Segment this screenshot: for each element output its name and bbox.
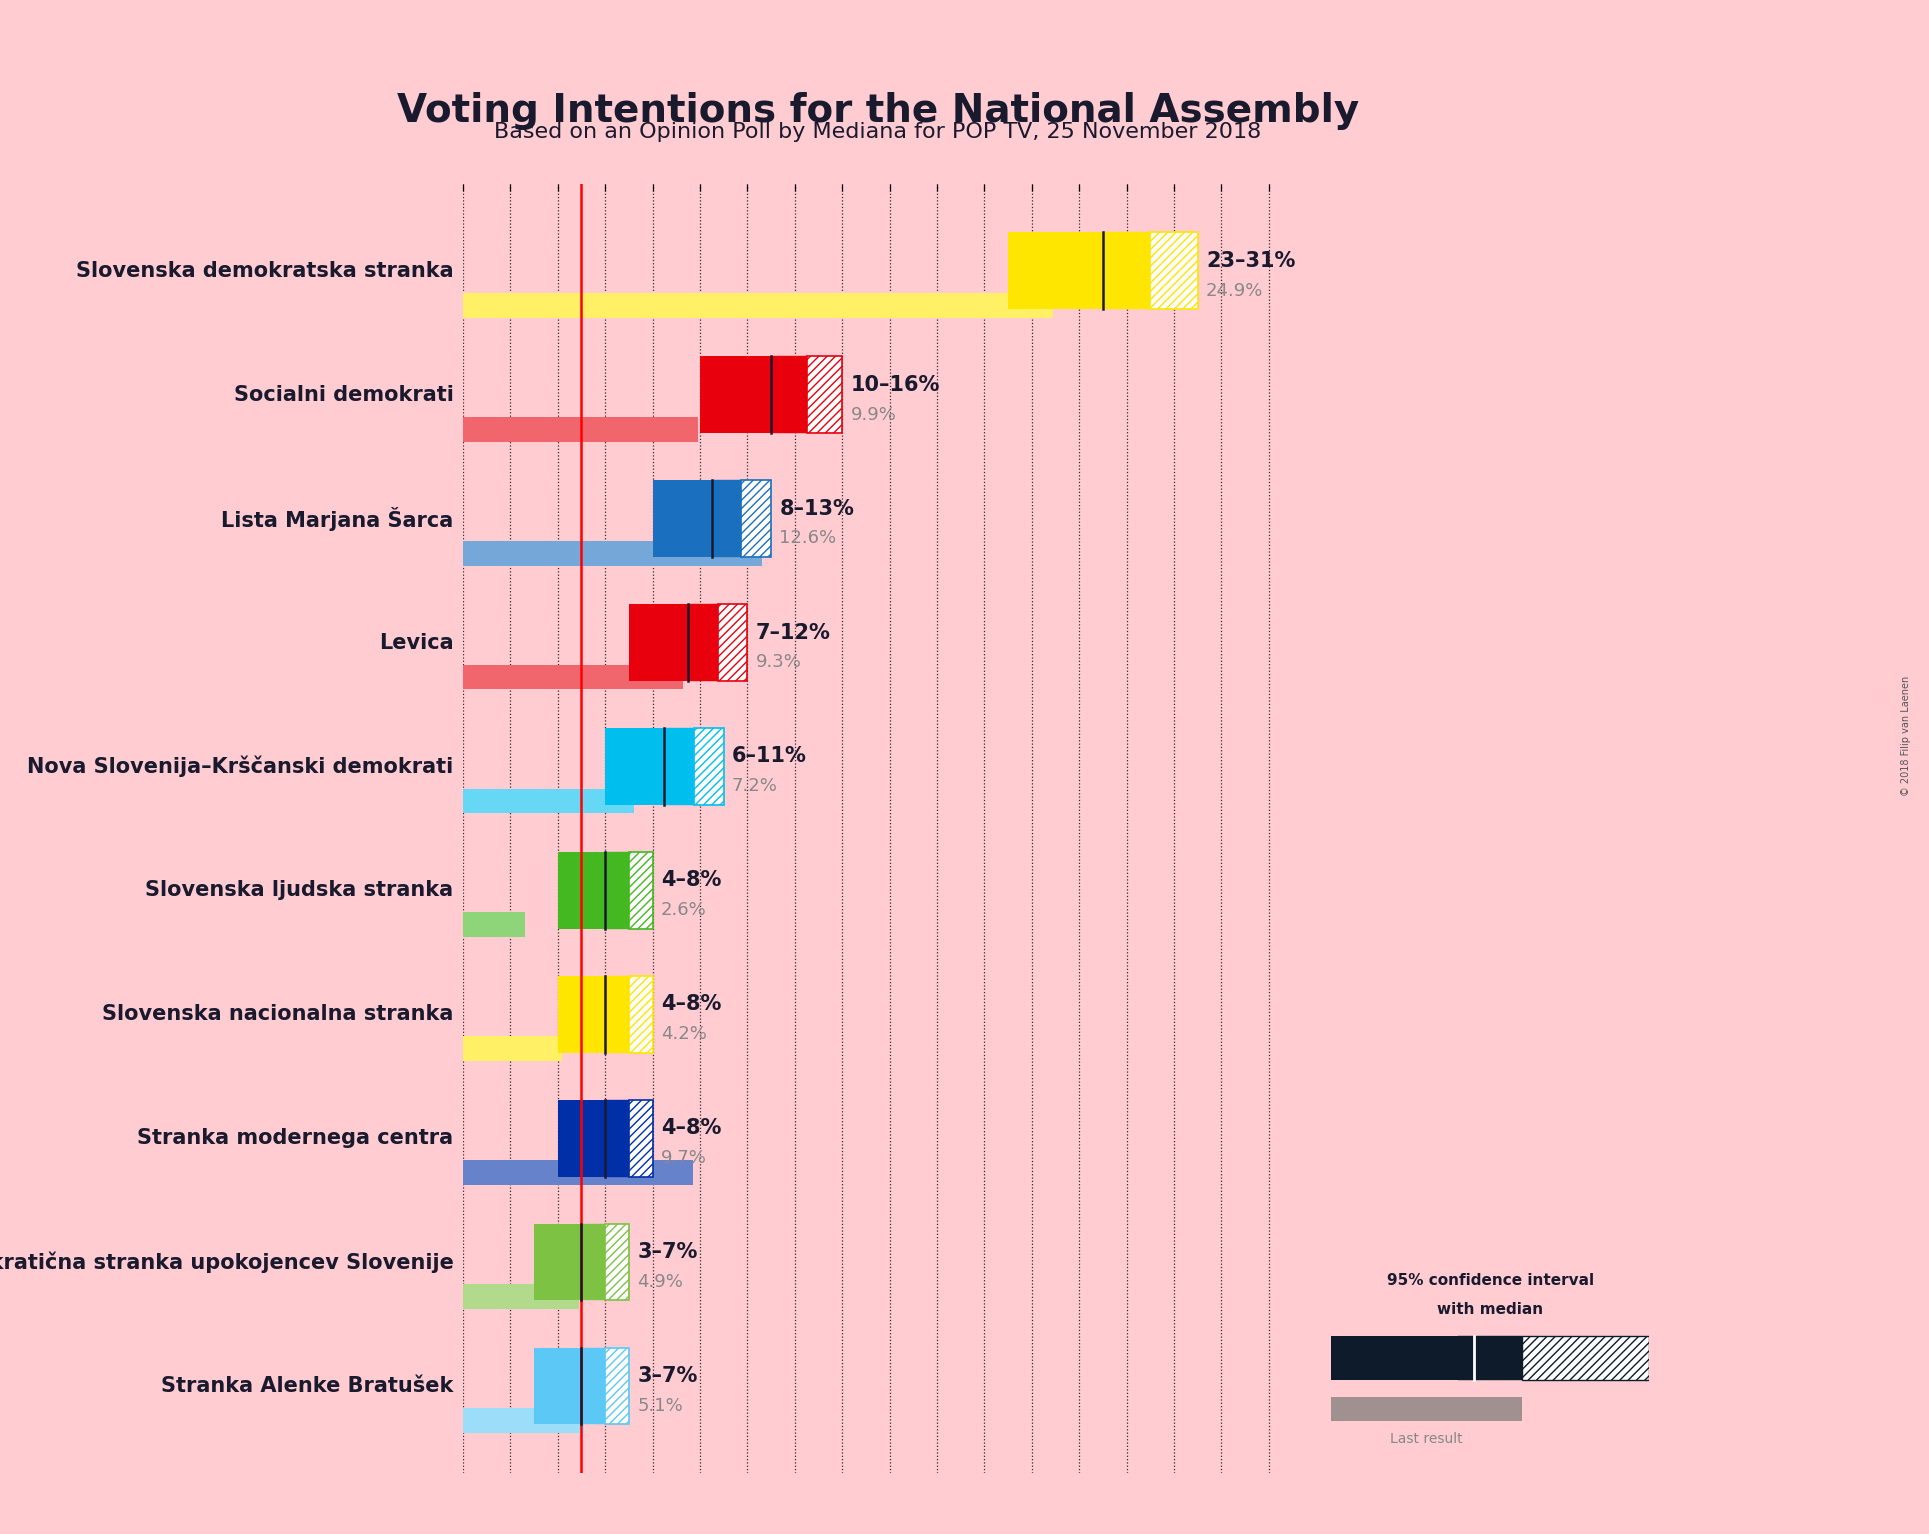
Bar: [463, 417, 698, 442]
Text: 6–11%: 6–11%: [731, 747, 806, 767]
Text: 9.7%: 9.7%: [662, 1149, 706, 1167]
Text: 3–7%: 3–7%: [637, 1243, 698, 1262]
Bar: [606, 1100, 629, 1177]
Bar: [1103, 232, 1150, 310]
Bar: [652, 480, 712, 557]
Text: 3–7%: 3–7%: [637, 1365, 698, 1387]
Bar: [1331, 1336, 1458, 1379]
Title: Voting Intentions for the National Assembly: Voting Intentions for the National Assem…: [397, 92, 1358, 129]
Text: 4–8%: 4–8%: [662, 994, 721, 1014]
Bar: [581, 1347, 606, 1424]
Text: 9.3%: 9.3%: [756, 653, 802, 672]
Bar: [463, 913, 525, 937]
Bar: [463, 664, 683, 689]
Bar: [629, 1100, 652, 1177]
Text: with median: with median: [1437, 1302, 1543, 1318]
Bar: [463, 1284, 579, 1309]
Text: 8–13%: 8–13%: [779, 499, 855, 518]
Bar: [463, 1408, 584, 1433]
Bar: [606, 1347, 629, 1424]
Text: Stranka Alenke Bratušek: Stranka Alenke Bratušek: [162, 1376, 453, 1396]
Bar: [534, 1347, 581, 1424]
Bar: [1009, 232, 1103, 310]
Text: Slovenska demokratska stranka: Slovenska demokratska stranka: [75, 261, 453, 281]
Bar: [1331, 1397, 1522, 1420]
Bar: [463, 1160, 693, 1186]
Bar: [557, 851, 606, 928]
Text: 4–8%: 4–8%: [662, 870, 721, 890]
Bar: [606, 729, 664, 805]
Bar: [606, 851, 629, 928]
Text: © 2018 Filip van Laenen: © 2018 Filip van Laenen: [1900, 676, 1912, 796]
Bar: [806, 356, 843, 433]
Bar: [606, 976, 629, 1052]
Bar: [1150, 232, 1198, 310]
Bar: [718, 604, 747, 681]
Text: Demokratična stranka upokojencev Slovenije: Demokratična stranka upokojencev Sloveni…: [0, 1252, 453, 1273]
Text: 9.9%: 9.9%: [851, 405, 897, 423]
Bar: [1458, 1336, 1522, 1379]
Bar: [606, 1224, 629, 1301]
Text: 7.2%: 7.2%: [731, 778, 777, 795]
Text: Last result: Last result: [1391, 1431, 1462, 1445]
Text: 95% confidence interval: 95% confidence interval: [1387, 1273, 1593, 1287]
Bar: [694, 729, 723, 805]
Text: Levica: Levica: [378, 632, 453, 652]
Text: Lista Marjana Šarca: Lista Marjana Šarca: [222, 506, 453, 531]
Bar: [712, 480, 741, 557]
Bar: [700, 356, 772, 433]
Bar: [664, 729, 694, 805]
Bar: [1522, 1336, 1649, 1379]
Text: 7–12%: 7–12%: [756, 623, 831, 643]
Bar: [463, 1037, 563, 1062]
Bar: [463, 542, 762, 566]
Bar: [463, 293, 1053, 318]
Bar: [557, 976, 606, 1052]
Bar: [629, 851, 652, 928]
Bar: [581, 1224, 606, 1301]
Text: 5.1%: 5.1%: [637, 1397, 683, 1414]
Text: 4.2%: 4.2%: [662, 1025, 706, 1043]
Text: Socialni demokrati: Socialni demokrati: [233, 385, 453, 405]
Text: 4.9%: 4.9%: [637, 1273, 683, 1290]
Bar: [557, 1100, 606, 1177]
Bar: [629, 976, 652, 1052]
Bar: [534, 1224, 581, 1301]
Bar: [772, 356, 806, 433]
Text: 10–16%: 10–16%: [851, 374, 939, 394]
Text: Nova Slovenija–Krščanski demokrati: Nova Slovenija–Krščanski demokrati: [27, 756, 453, 778]
Text: Slovenska nacionalna stranka: Slovenska nacionalna stranka: [102, 1005, 453, 1025]
Text: 4–8%: 4–8%: [662, 1118, 721, 1138]
Text: 24.9%: 24.9%: [1206, 282, 1263, 299]
Text: Slovenska ljudska stranka: Slovenska ljudska stranka: [145, 881, 453, 900]
Text: 2.6%: 2.6%: [662, 900, 706, 919]
Bar: [463, 788, 633, 813]
Bar: [741, 480, 772, 557]
Bar: [689, 604, 718, 681]
Bar: [629, 604, 689, 681]
Text: 12.6%: 12.6%: [779, 529, 837, 548]
Text: 23–31%: 23–31%: [1206, 252, 1294, 272]
Text: Stranka modernega centra: Stranka modernega centra: [137, 1127, 453, 1147]
Text: Based on an Opinion Poll by Mediana for POP TV, 25 November 2018: Based on an Opinion Poll by Mediana for …: [494, 123, 1262, 143]
